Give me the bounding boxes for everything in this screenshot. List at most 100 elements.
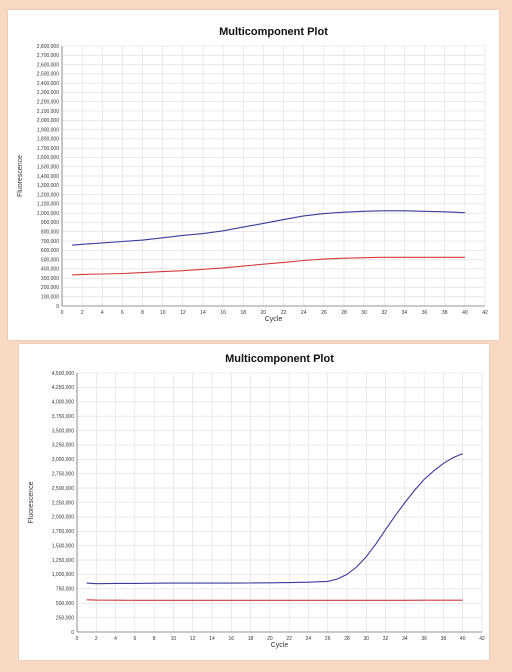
y-tick-label: 2,800,000	[37, 44, 59, 50]
x-tick-label: 22	[281, 310, 287, 316]
x-tick-label: 18	[241, 310, 247, 316]
y-tick-label: 4,250,000	[52, 385, 74, 391]
y-tick-label: 1,000,000	[52, 572, 74, 578]
y-tick-label: 500,000	[56, 601, 74, 607]
x-tick-label: 10	[160, 310, 166, 316]
y-tick-label: 250,000	[56, 615, 74, 621]
x-tick-label: 2	[81, 310, 84, 316]
x-tick-label: 10	[171, 636, 177, 642]
series-line-2	[86, 599, 463, 601]
y-axis-label: Fluorescence	[28, 481, 35, 523]
x-tick-label: 32	[382, 310, 388, 316]
x-tick-label: 0	[61, 310, 64, 316]
x-tick-label: 20	[267, 636, 273, 642]
x-tick-label: 14	[200, 310, 206, 316]
x-tick-label: 28	[341, 310, 347, 316]
y-tick-label: 0	[71, 630, 74, 636]
x-tick-label: 34	[402, 310, 408, 316]
x-tick-label: 22	[286, 636, 292, 642]
y-tick-label: 400,000	[41, 267, 59, 273]
y-tick-label: 2,200,000	[37, 100, 59, 106]
x-tick-label: 26	[321, 310, 327, 316]
y-tick-label: 1,600,000	[37, 155, 59, 161]
x-tick-label: 8	[153, 636, 156, 642]
x-axis-label: Cycle	[271, 642, 289, 649]
y-tick-label: 1,900,000	[37, 127, 59, 133]
y-tick-label: 1,300,000	[37, 183, 59, 189]
y-tick-label: 500,000	[41, 257, 59, 263]
x-tick-label: 14	[209, 636, 215, 642]
x-tick-label: 30	[361, 310, 367, 316]
y-tick-label: 3,000,000	[52, 457, 74, 463]
y-tick-label: 1,500,000	[37, 165, 59, 171]
x-tick-label: 12	[190, 636, 196, 642]
x-tick-label: 28	[344, 636, 350, 642]
chart-panel-2: 0 2 4 6 8 10 12 14 16 18 20 22 24 26 28 30 32 34 36 38 40 42 0…	[19, 344, 489, 660]
series-line-1	[72, 210, 465, 246]
x-tick-label: 34	[402, 636, 408, 642]
x-tick-label: 8	[141, 310, 144, 316]
y-tick-label: 2,100,000	[37, 109, 59, 115]
y-tick-label: 1,500,000	[52, 543, 74, 549]
x-tick-label: 42	[482, 310, 488, 316]
y-tick-label: 2,500,000	[52, 486, 74, 492]
x-tick-label: 24	[306, 636, 312, 642]
y-tick-label: 2,400,000	[37, 81, 59, 87]
y-tick-label: 1,700,000	[37, 146, 59, 152]
series-line-1	[86, 453, 463, 585]
x-tick-label: 4	[114, 636, 117, 642]
y-tick-label: 2,000,000	[52, 515, 74, 521]
x-tick-label: 0	[76, 636, 79, 642]
y-tick-label: 1,200,000	[37, 192, 59, 198]
x-tick-label: 36	[422, 310, 428, 316]
chart-title: Multicomponent Plot	[219, 26, 328, 38]
x-axis-label: Cycle	[265, 316, 283, 323]
y-tick-label: 800,000	[41, 230, 59, 236]
y-tick-label: 2,300,000	[37, 90, 59, 96]
x-tick-label: 4	[101, 310, 104, 316]
x-tick-label: 36	[421, 636, 427, 642]
y-tick-label: 1,400,000	[37, 174, 59, 180]
y-tick-label: 2,000,000	[37, 118, 59, 124]
y-tick-label: 2,500,000	[37, 72, 59, 78]
y-tick-label: 4,000,000	[52, 400, 74, 406]
x-tick-label: 6	[133, 636, 136, 642]
y-axis-label: Fluorescence	[17, 155, 24, 197]
x-tick-label: 18	[248, 636, 254, 642]
y-tick-label: 1,000,000	[37, 211, 59, 217]
chart-2-svg: 0 2 4 6 8 10 12 14 16 18 20 22 24 26 28 30 32 34 36 38 40 420…	[28, 353, 485, 649]
x-tick-label: 32	[383, 636, 389, 642]
y-tick-label: 100,000	[41, 295, 59, 301]
y-tick-label: 1,100,000	[37, 202, 59, 208]
y-tick-label: 700,000	[41, 239, 59, 245]
y-tick-label: 0	[56, 304, 59, 310]
x-tick-label: 30	[364, 636, 370, 642]
x-tick-label: 20	[261, 310, 267, 316]
x-tick-label: 26	[325, 636, 331, 642]
y-tick-label: 750,000	[56, 587, 74, 593]
y-tick-label: 2,600,000	[37, 62, 59, 68]
x-tick-label: 40	[460, 636, 466, 642]
x-tick-label: 38	[442, 310, 448, 316]
y-tick-label: 1,250,000	[52, 558, 74, 564]
y-tick-label: 600,000	[41, 248, 59, 254]
x-tick-label: 24	[301, 310, 307, 316]
y-tick-label: 300,000	[41, 276, 59, 282]
y-tick-label: 3,500,000	[52, 428, 74, 434]
series-line-2	[72, 256, 465, 276]
y-tick-label: 3,250,000	[52, 443, 74, 449]
y-tick-label: 2,750,000	[52, 472, 74, 478]
y-tick-label: 3,750,000	[52, 414, 74, 420]
x-tick-label: 42	[479, 636, 485, 642]
x-tick-label: 6	[121, 310, 124, 316]
y-tick-label: 900,000	[41, 220, 59, 226]
chart-title: Multicomponent Plot	[225, 353, 334, 365]
x-tick-label: 12	[180, 310, 186, 316]
y-tick-label: 2,700,000	[37, 53, 59, 59]
chart-panel-1: 0 2 4 6 8 10 12 14 16 18 20 22 24 26 28 30 32 34 36 38 40 42 0…	[8, 10, 499, 340]
y-tick-label: 200,000	[41, 285, 59, 291]
x-tick-label: 2	[95, 636, 98, 642]
y-tick-label: 1,800,000	[37, 137, 59, 143]
x-tick-label: 38	[441, 636, 447, 642]
y-tick-label: 2,250,000	[52, 500, 74, 506]
